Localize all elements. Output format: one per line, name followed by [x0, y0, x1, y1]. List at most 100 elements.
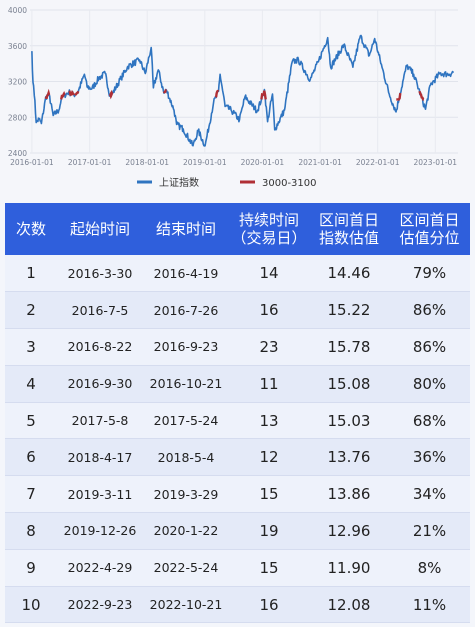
table-cell: 2016-10-21 — [143, 365, 229, 403]
table-cell: 86% — [389, 328, 470, 366]
table-cell: 2022-10-21 — [143, 586, 229, 623]
table-cell: 13.86 — [309, 475, 389, 513]
table-cell: 11% — [389, 586, 470, 623]
table-cell: 23 — [229, 328, 309, 366]
y-tick-label: 3200 — [8, 78, 27, 87]
column-header-line: 区间首日 — [318, 211, 379, 229]
table-cell: 15.78 — [309, 328, 389, 366]
column-header-line: 区间首日 — [399, 211, 460, 229]
chart-area: 4000 3600 3200 2800 2400 2016-01-01 2017-01-01… — [0, 0, 475, 200]
x-tick-label: 2020-01-01 — [241, 158, 285, 167]
table-row: 3 2016-8-22 2016-9-23 23 15.78 86% — [5, 328, 470, 366]
table-cell: 36% — [389, 438, 470, 476]
column-header: 持续时间 （交易日） — [229, 203, 309, 255]
table-cell: 2016-9-23 — [143, 328, 229, 366]
table-cell: 2018-4-17 — [57, 438, 143, 476]
highlight-segment-3000-3100 — [74, 90, 80, 96]
column-header: 次数 — [5, 203, 57, 255]
x-tick-label: 2018-01-01 — [125, 158, 169, 167]
legend-label-3000-3100: 3000-3100 — [262, 178, 317, 189]
table-cell: 15.22 — [309, 291, 389, 329]
table-cell: 6 — [5, 438, 57, 476]
column-header-line: 估值分位 — [399, 229, 460, 247]
table-cell: 2018-5-4 — [143, 438, 229, 476]
table-cell: 21% — [389, 512, 470, 550]
table-cell: 16 — [229, 291, 309, 329]
table-cell: 5 — [5, 402, 57, 439]
table-row: 1 2016-3-30 2016-4-19 14 14.46 79% — [5, 255, 470, 292]
table-cell: 11 — [229, 365, 309, 403]
table-row: 9 2022-4-29 2022-5-24 15 11.90 8% — [5, 549, 470, 587]
table-cell: 2016-7-26 — [143, 291, 229, 329]
table-cell: 68% — [389, 402, 470, 439]
table-cell: 2016-3-30 — [57, 255, 143, 292]
column-header-line: 结束时间 — [155, 220, 216, 238]
y-tick-label: 2400 — [8, 149, 27, 158]
table-cell: 80% — [389, 365, 470, 403]
table-row: 6 2018-4-17 2018-5-4 12 13.76 36% — [5, 438, 470, 476]
column-header-line: 起始时间 — [69, 220, 130, 238]
table-cell: 11.90 — [309, 549, 389, 587]
table-cell: 2017-5-24 — [143, 402, 229, 439]
table-body: 1 2016-3-30 2016-4-19 14 14.46 79% 2 2016-7-5 20… — [5, 255, 470, 623]
table-cell: 9 — [5, 549, 57, 587]
table-cell: 2020-1-22 — [143, 512, 229, 550]
table-cell: 2016-7-5 — [57, 291, 143, 329]
highlight-segment-3000-3100 — [108, 89, 114, 100]
table-cell: 86% — [389, 291, 470, 329]
table-row: 7 2019-3-11 2019-3-29 15 13.86 34% — [5, 475, 470, 513]
table-cell: 14.46 — [309, 255, 389, 292]
table-cell: 16 — [229, 586, 309, 623]
table-cell: 8 — [5, 512, 57, 550]
x-tick-label: 2022-01-01 — [356, 158, 400, 167]
table-cell: 2016-8-22 — [57, 328, 143, 366]
highlight-segment-3000-3100 — [68, 89, 75, 96]
x-tick-label: 2023-01-01 — [413, 158, 457, 167]
highlight-segment-3000-3100 — [396, 92, 402, 101]
table-cell: 8% — [389, 549, 470, 587]
table-cell: 10 — [5, 586, 57, 623]
highlight-segment-3000-3100 — [60, 91, 66, 100]
column-header-line: 次数 — [15, 220, 46, 238]
column-header-line: （交易日） — [231, 229, 307, 247]
table-row: 10 2022-9-23 2022-10-21 16 12.08 11% — [5, 586, 470, 623]
table-cell: 2016-9-30 — [57, 365, 143, 403]
column-header: 起始时间 — [57, 203, 143, 255]
table-row: 8 2019-12-26 2020-1-22 19 12.96 21% — [5, 512, 470, 550]
legend-label-shanghai-index: 上证指数 — [159, 176, 199, 189]
table-row: 5 2017-5-8 2017-5-24 13 15.03 68% — [5, 402, 470, 439]
highlight-segment-3000-3100 — [44, 88, 51, 100]
table-cell: 2022-5-24 — [143, 549, 229, 587]
table-cell: 3 — [5, 328, 57, 366]
table-cell: 79% — [389, 255, 470, 292]
table-cell: 13.76 — [309, 438, 389, 476]
table-cell: 7 — [5, 475, 57, 513]
interval-table-container: 次数 起始时间 结束时间 持续时间 （交易日） 区间首日 指数估值 区间首日 估值分位 1 201… — [5, 203, 470, 623]
table-cell: 12.08 — [309, 586, 389, 623]
table-cell: 15 — [229, 475, 309, 513]
table-cell: 2019-3-29 — [143, 475, 229, 513]
column-header-line: 持续时间 — [238, 211, 299, 229]
highlight-segment-3000-3100 — [418, 90, 425, 101]
y-tick-label: 2800 — [8, 113, 27, 122]
table-cell: 2019-12-26 — [57, 512, 143, 550]
table-cell: 2017-5-8 — [57, 402, 143, 439]
column-header: 结束时间 — [143, 203, 229, 255]
table-cell: 12.96 — [309, 512, 389, 550]
series-line-shanghai-index — [31, 34, 455, 147]
column-header: 区间首日 估值分位 — [389, 203, 470, 255]
table-cell: 13 — [229, 402, 309, 439]
table-cell: 2016-4-19 — [143, 255, 229, 292]
table-cell: 15 — [229, 549, 309, 587]
table-cell: 2 — [5, 291, 57, 329]
x-tick-label: 2019-01-01 — [183, 158, 227, 167]
table-cell: 1 — [5, 255, 57, 292]
x-tick-label: 2016-01-01 — [10, 158, 54, 167]
table-cell: 19 — [229, 512, 309, 550]
table-cell: 14 — [229, 255, 309, 292]
table-header: 次数 起始时间 结束时间 持续时间 （交易日） 区间首日 指数估值 区间首日 估值分位 — [5, 203, 470, 255]
y-tick-label: 4000 — [8, 6, 27, 15]
table-cell: 12 — [229, 438, 309, 476]
x-tick-label: 2017-01-01 — [68, 158, 112, 167]
